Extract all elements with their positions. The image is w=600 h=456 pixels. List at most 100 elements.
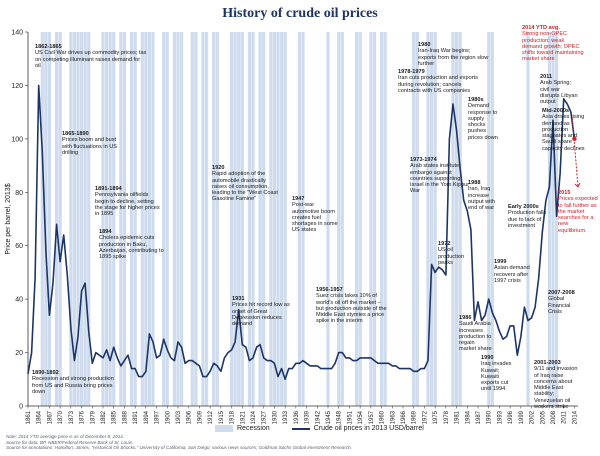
recession-band [108,32,112,406]
recession-band [237,32,241,406]
annotation-year: 1978-1979 [398,69,425,75]
annotation-year: 2011 [540,74,553,80]
annotation: 2015 Prices expected to fall further as t… [558,190,598,234]
legend-line-swatch [291,427,310,430]
x-tick-label: 1987 [476,410,482,424]
x-tick-label: 1930 [272,410,278,424]
annotation-text: Iran, Iraq increase output with end of w… [468,186,496,212]
annotation: 1972 US oil production peaks [438,241,464,266]
x-tick-label: 1900 [165,410,171,424]
annotation: 1986 Saudi Arabia increases production to… [459,315,493,353]
annotation: 1956-1957 Suez crisis takes 10% of world'… [316,287,388,325]
annotation: 1990 Iraq invades Kuwait; Kuwaiti exports… [481,355,517,393]
x-tick-label: 1924 [251,410,257,424]
x-tick-label: 1993 [497,410,503,424]
recession-band [104,32,109,406]
annotation-year: 1890-1892 [32,370,59,376]
x-tick-label: 1945 [326,410,332,424]
x-tick-label: 1909 [197,410,203,424]
recession-band [458,32,462,406]
x-tick-label: 1921 [240,410,246,424]
recession-band [433,32,437,406]
annotation-text: Suez crisis takes 10% of world's oil off… [316,293,387,325]
recession-band [337,32,341,406]
x-tick-label: 1906 [187,410,193,424]
x-tick-label: 1891 [133,410,139,424]
annotation: 1978-1979 Iran cuts production and export… [398,69,480,94]
annotation-year: 2001-2003 [534,360,561,366]
annotation-year: 2007-2008 [548,290,575,296]
chart-title: History of crude oil prices [222,6,378,21]
x-tick-label: 2011 [562,410,568,424]
x-tick-label: 1897 [155,410,161,424]
annotation-text: Prices hit record low as onset of Great … [232,302,290,328]
x-tick-label: 1999 [519,410,525,424]
annotation-text: Saudi Arabia increases production to reg… [459,321,492,353]
x-tick-label: 1864 [37,410,43,424]
x-tick-label: 1888 [122,410,128,424]
x-tick-label: 1939 [305,410,311,424]
recession-band [172,32,177,406]
recession-band [301,32,305,406]
annotation-text: Strong non-OPEC production; weak demand … [522,31,584,63]
annotation-text: Rapid adoption of the automobile drastic… [212,171,278,203]
x-tick-label: 1954 [358,410,364,424]
annotation-text: Arab Spring; civil war disrupts Libyan o… [540,80,578,106]
recession-band [297,32,302,406]
annotation-text: Global Financial Crisis [548,296,571,315]
recession-band [194,32,198,406]
recession-band [279,32,284,406]
recession-band [240,32,244,406]
x-tick-label: 1981 [455,410,461,424]
annotation-text: US Civil War drives up commodity prices;… [35,50,147,69]
recession-band [176,32,180,406]
annotation-year: Early 2000s [508,204,539,210]
annotation-year: 1947 [292,196,305,202]
x-tick-label: 1912 [208,410,214,424]
annotation-year: 1862-1865 [35,44,62,50]
recession-band [129,32,134,406]
y-tick-label: 60 [15,243,23,250]
annotation-text: Iraq invades Kuwait; Kuwaiti exports cut… [481,361,512,393]
x-tick-label: 1894 [144,410,150,424]
x-tick-label: 2002 [530,410,536,424]
annotation: 1947 Post-war automotive boom creates fue… [292,196,340,234]
recession-band [454,32,459,406]
annotation-year: 1891-1894 [95,186,122,192]
x-tick-label: 1978 [444,410,450,424]
annotation: 1890-1892 Recession and strong production… [32,370,124,395]
annotation: 1980 Iran-Iraq War begins; exports from t… [418,42,490,67]
annotation-year: 2014 YTD avg. [522,25,560,31]
recession-band [201,32,205,406]
recession-band [229,32,234,406]
annotation: 1891-1894 Pennsylvania oilfields begin to… [95,186,163,217]
recession-band [415,32,419,406]
y-tick-label: 140 [11,30,23,37]
annotation: 1980s Demand response to supply shocks pu… [468,97,502,141]
annotation: 2007-2008 Global Financial Crisis [548,290,578,315]
projection-arrow [574,182,581,188]
recession-band [547,32,552,406]
annotation-year: 1973-1974 [410,157,437,163]
recession-band [69,32,73,406]
x-tick-label: 2008 [551,410,557,424]
x-tick-label: 1960 [380,410,386,424]
recession-band [272,32,277,406]
x-tick-label: 1873 [69,410,75,424]
y-tick-label: 80 [15,190,23,197]
recession-band [47,32,52,406]
x-tick-label: 1972 [422,410,428,424]
annotation-year: 1988 [468,180,481,186]
recession-band [379,32,384,406]
annotation-text: Post-war automotive boom creates fuel sh… [292,202,338,234]
recession-band [44,32,48,406]
annotation-year: 1999 [494,259,507,265]
annotation: 2014 YTD avg. Strong non-OPEC production;… [522,25,586,63]
x-tick-label: 1870 [58,410,64,424]
recession-band [551,32,555,406]
recession-band [269,32,273,406]
annotation-text: Prices expected to fall further as the m… [558,196,598,234]
recession-band [179,32,184,406]
recession-band [165,32,169,406]
recession-band [140,32,144,406]
